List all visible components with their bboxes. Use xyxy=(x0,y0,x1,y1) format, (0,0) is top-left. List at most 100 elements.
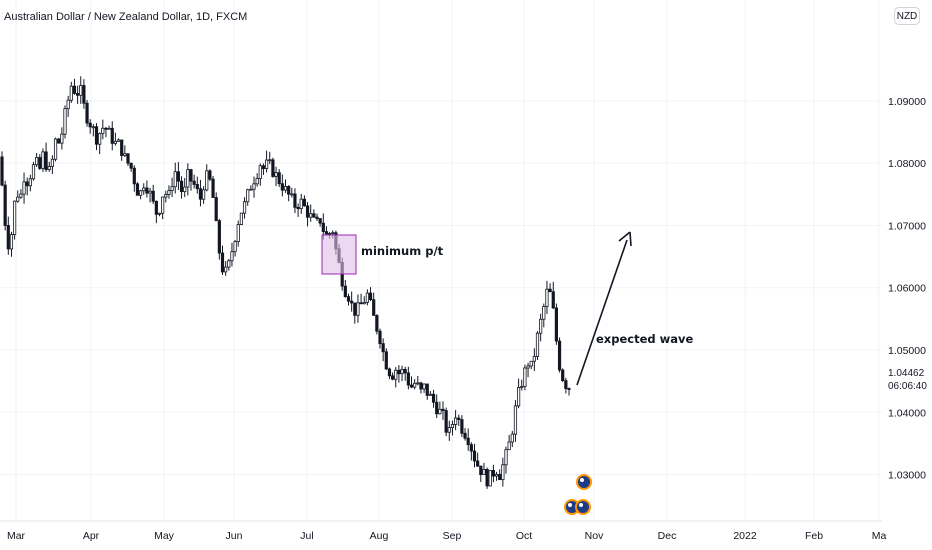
candle-body xyxy=(491,470,496,477)
x-tick-label: Aug xyxy=(370,530,389,542)
candle-body xyxy=(507,441,511,451)
candle-body xyxy=(409,384,414,388)
candle-body xyxy=(12,200,17,235)
candle-body xyxy=(211,178,215,198)
x-tick-label: Oct xyxy=(516,530,532,542)
candle-body xyxy=(252,183,256,190)
x-tick-label: Dec xyxy=(658,530,677,542)
candle-body xyxy=(557,340,562,371)
candle-body xyxy=(277,172,281,185)
candle-body xyxy=(47,166,51,170)
event-icons[interactable] xyxy=(564,474,592,515)
candle-body xyxy=(441,408,445,411)
candle-body xyxy=(142,187,146,192)
candle-body xyxy=(264,159,269,170)
candle-body xyxy=(66,99,70,110)
candle-body xyxy=(19,193,23,198)
candle-body xyxy=(416,382,420,385)
y-tick-label: 1.03000 xyxy=(888,470,926,482)
time-axis[interactable]: Mar Apr May Jun Jul Aug Sep Oct Nov Dec 2022 Feb Ma xyxy=(0,520,886,542)
candle-body xyxy=(227,260,231,268)
countdown-value: 06:06:40 xyxy=(888,381,927,392)
candle-body xyxy=(220,252,225,273)
candle-body xyxy=(350,300,354,304)
candle-body xyxy=(176,171,180,182)
candle-body xyxy=(98,132,102,145)
candle-body xyxy=(38,157,42,169)
candle-body xyxy=(299,198,303,210)
candle-body xyxy=(123,153,127,156)
candle-body xyxy=(293,193,297,208)
candle-body xyxy=(444,410,448,433)
candle-body xyxy=(450,424,455,428)
candle-body xyxy=(104,127,108,130)
price-axis[interactable]: 1.09000 1.08000 1.07000 1.06000 1.05000 1.040… xyxy=(888,96,926,482)
currency-badge[interactable]: NZD xyxy=(894,7,920,25)
candle-body xyxy=(167,190,171,195)
candle-body xyxy=(542,306,546,320)
candle-body xyxy=(258,165,262,179)
candle-body xyxy=(309,213,313,218)
candle-body xyxy=(120,139,124,156)
candle-body xyxy=(135,183,140,196)
candle-body xyxy=(161,196,165,214)
candle-body xyxy=(532,356,536,362)
economic-event-icon xyxy=(576,474,592,490)
candle-body xyxy=(157,212,162,215)
candle-body xyxy=(283,186,288,191)
candle-body xyxy=(60,133,64,144)
candle-body xyxy=(368,292,373,301)
candle-body xyxy=(198,188,203,200)
candle-body xyxy=(346,296,351,302)
candle-body xyxy=(312,213,316,218)
candle-body xyxy=(3,184,7,226)
candle-body xyxy=(327,233,332,235)
candle-body xyxy=(561,369,565,382)
candle-body xyxy=(208,170,212,180)
candle-body xyxy=(400,368,404,375)
candle-body xyxy=(372,299,376,316)
arrow-label: expected wave xyxy=(596,332,693,346)
minimum-pt-box[interactable] xyxy=(321,234,357,275)
candle-body xyxy=(0,156,4,186)
candle-body xyxy=(274,172,278,177)
expected-wave-arrow[interactable] xyxy=(576,239,628,386)
candle-body xyxy=(356,302,360,316)
x-tick-label: 2022 xyxy=(733,530,757,542)
candle-body xyxy=(428,393,433,396)
candle-body xyxy=(233,241,237,253)
candle-body xyxy=(113,140,117,144)
candle-body xyxy=(422,383,426,390)
candle-body xyxy=(554,307,559,342)
candle-body xyxy=(164,194,168,198)
candle-body xyxy=(22,181,26,195)
candle-body xyxy=(41,151,45,169)
candle-body xyxy=(195,184,199,190)
candle-body xyxy=(6,225,10,250)
candle-body xyxy=(214,197,218,222)
candle-body xyxy=(469,444,473,452)
candle-body xyxy=(378,330,382,345)
candle-body xyxy=(271,159,275,177)
candle-body xyxy=(513,405,518,435)
candle-body xyxy=(28,178,32,187)
last-price-tag: 1.04462 06:06:40 xyxy=(888,368,927,392)
candle-body xyxy=(101,127,105,134)
candle-body xyxy=(287,186,291,195)
candle-body xyxy=(564,380,568,389)
candle-body xyxy=(315,216,319,219)
x-tick-label: Mar xyxy=(7,530,26,542)
candle-body xyxy=(548,288,552,293)
candle-body xyxy=(138,190,143,196)
candle-body xyxy=(539,318,543,334)
candle-body xyxy=(494,473,499,477)
candle-body xyxy=(321,222,325,232)
y-tick-label: 1.09000 xyxy=(888,96,926,108)
x-tick-label: Nov xyxy=(585,530,604,542)
candle-body xyxy=(365,292,370,303)
candle-body xyxy=(44,151,48,170)
candle-body xyxy=(9,234,14,250)
candle-body xyxy=(523,367,527,387)
candle-body xyxy=(268,159,272,162)
